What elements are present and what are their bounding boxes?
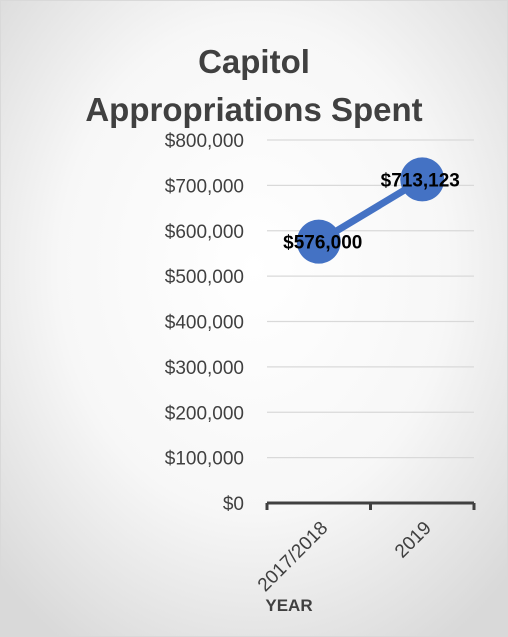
y-tick-label: $200,000 xyxy=(165,403,244,424)
y-tick-label: $700,000 xyxy=(165,176,244,197)
y-tick-label: $100,000 xyxy=(165,449,244,470)
chart-title-line-2: Appropriations Spent xyxy=(85,91,422,128)
chart-title-line-1: Capitol xyxy=(198,43,310,80)
data-labels: $576,000 $713,123 xyxy=(283,170,460,253)
y-tick-label: $400,000 xyxy=(165,313,244,334)
data-label: $713,123 xyxy=(381,170,460,191)
x-axis xyxy=(265,501,476,510)
x-axis-title: YEAR xyxy=(265,596,312,615)
y-tick-label: $300,000 xyxy=(165,358,244,379)
data-label: $576,000 xyxy=(283,233,362,254)
y-tick-label: $800,000 xyxy=(165,131,244,152)
data-point xyxy=(296,219,341,264)
data-point xyxy=(400,157,445,202)
y-axis-tick-labels: $0 $100,000 $200,000 $300,000 $400,000 $500,0… xyxy=(165,131,244,515)
y-tick-label: $500,000 xyxy=(165,267,244,288)
y-tick-label: $600,000 xyxy=(165,222,244,243)
y-tick-label: $0 xyxy=(223,494,244,515)
series-line xyxy=(296,157,445,264)
